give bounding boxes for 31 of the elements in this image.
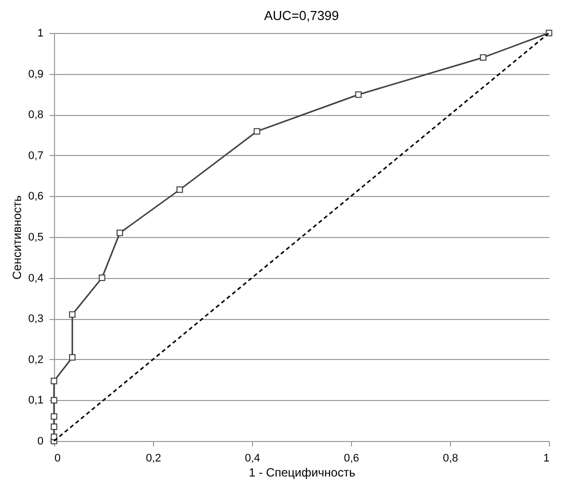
x-tick-label: 0,4 — [244, 452, 260, 464]
y-tick-label: 0,3 — [28, 313, 44, 326]
point — [355, 91, 362, 98]
x-tick-label: 0,2 — [146, 452, 162, 464]
point — [176, 186, 183, 193]
y-tick-label: 0,2 — [28, 354, 44, 366]
point — [50, 378, 58, 384]
y-tick-label: 1 — [37, 28, 44, 40]
y-tick-label: 0,4 — [28, 272, 44, 284]
y-tick-label: 0,7 — [28, 150, 44, 162]
y-axis-title: Сенситивность — [10, 195, 24, 280]
point — [50, 423, 58, 430]
point — [69, 311, 76, 318]
x-tick-label: 0,6 — [344, 452, 360, 464]
point — [480, 54, 486, 61]
x-tick-label: 0 — [54, 452, 61, 464]
x-tick-label: 1 — [543, 452, 550, 464]
x-axis-title: 1 - Специфичность — [248, 466, 356, 480]
point — [98, 274, 106, 282]
chart-title: AUC=0,7399 — [264, 8, 339, 23]
y-tick-label: 0,6 — [28, 190, 44, 203]
point — [254, 128, 260, 135]
y-tick-label: 0,8 — [28, 109, 44, 122]
y-tick-label: 0 — [37, 436, 44, 448]
point — [69, 354, 76, 361]
y-tick-label: 0,1 — [28, 394, 44, 407]
y-tick-label: 0,9 — [28, 68, 44, 80]
x-tick-label: 0,8 — [442, 452, 458, 464]
point — [50, 413, 58, 420]
y-tick-label: 0,5 — [28, 232, 44, 244]
point — [116, 230, 124, 236]
